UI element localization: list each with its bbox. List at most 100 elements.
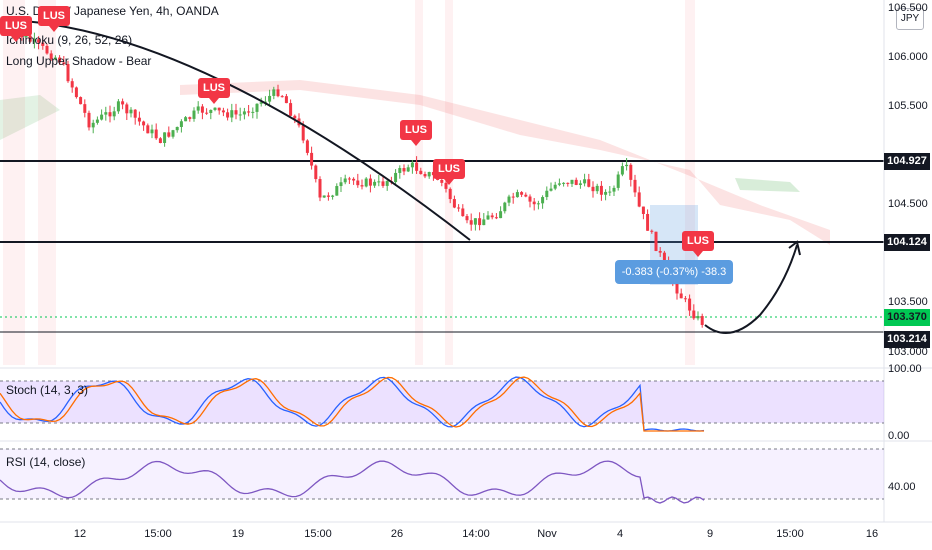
time-axis-label: 26 bbox=[390, 528, 404, 540]
time-axis-label: 19 bbox=[231, 528, 245, 540]
candle-body bbox=[612, 187, 616, 192]
candle-body bbox=[641, 206, 645, 214]
pattern-badge[interactable]: LUS bbox=[38, 6, 70, 32]
price-axis-label: 104.500 bbox=[888, 198, 928, 210]
candle-body bbox=[62, 62, 66, 65]
candle-body bbox=[125, 104, 129, 114]
candle-body bbox=[100, 114, 104, 120]
candle-body bbox=[650, 230, 654, 232]
candle-body bbox=[528, 196, 532, 202]
candle-body bbox=[331, 195, 335, 197]
candle-body bbox=[578, 183, 582, 185]
stoch-legend[interactable]: Stoch (14, 3, 3) bbox=[6, 383, 89, 397]
candle-body bbox=[121, 101, 125, 105]
candle-body bbox=[272, 89, 276, 96]
candle-body bbox=[658, 250, 662, 253]
candle-body bbox=[205, 112, 209, 114]
candle-body bbox=[70, 81, 74, 88]
candle-body bbox=[557, 183, 561, 185]
candle-body bbox=[662, 252, 666, 260]
pattern-badge[interactable]: LUS bbox=[682, 231, 714, 257]
candle-body bbox=[461, 208, 465, 217]
time-axis-label: 9 bbox=[706, 528, 714, 540]
support-price-tag: 104.124 bbox=[884, 234, 930, 251]
candle-body bbox=[58, 57, 62, 63]
candle-body bbox=[167, 132, 171, 137]
time-axis-label: 14:00 bbox=[462, 528, 490, 540]
stoch-axis-label: 0.00 bbox=[888, 430, 910, 442]
currency-button[interactable]: JPY bbox=[896, 8, 924, 30]
candle-body bbox=[440, 179, 444, 183]
candle-body bbox=[700, 316, 704, 325]
candle-body bbox=[629, 164, 633, 180]
candle-body bbox=[503, 202, 507, 212]
candle-body bbox=[293, 115, 297, 119]
candle-body bbox=[79, 97, 83, 105]
time-axis-label: 15:00 bbox=[144, 528, 172, 540]
rsi-axis-label: 40.00 bbox=[888, 481, 916, 493]
candle-body bbox=[137, 117, 141, 122]
candle-body bbox=[465, 216, 469, 221]
candle-body bbox=[213, 107, 217, 110]
candle-body bbox=[217, 107, 221, 111]
candle-body bbox=[679, 293, 683, 299]
rsi-line bbox=[0, 460, 705, 504]
candle-body bbox=[419, 170, 423, 175]
candle-body bbox=[683, 298, 687, 300]
ichimoku-legend[interactable]: Ichimoku (9, 26, 52, 26) bbox=[6, 33, 133, 47]
candle-body bbox=[95, 119, 99, 123]
candle-body bbox=[188, 117, 192, 119]
candle-body bbox=[301, 125, 305, 141]
candle-body bbox=[511, 196, 515, 198]
low-price-tag: 103.214 bbox=[884, 331, 930, 348]
candle-body bbox=[553, 184, 557, 189]
candle-body bbox=[305, 140, 309, 153]
candle-body bbox=[398, 168, 402, 173]
candle-body bbox=[385, 181, 389, 186]
candle-body bbox=[347, 178, 351, 180]
candle-body bbox=[150, 129, 154, 134]
candle-body bbox=[196, 106, 200, 111]
candle-body bbox=[520, 192, 524, 195]
candle-body bbox=[251, 111, 255, 113]
candle-body bbox=[343, 178, 347, 183]
candle-body bbox=[326, 195, 330, 197]
candle-body bbox=[381, 181, 385, 186]
candle-body bbox=[448, 188, 452, 200]
candle-body bbox=[406, 167, 410, 172]
candle-body bbox=[373, 181, 377, 186]
candle-body bbox=[171, 130, 175, 137]
candle-body bbox=[675, 281, 679, 294]
candle-body bbox=[394, 172, 398, 183]
pattern-badge[interactable]: LUS bbox=[433, 159, 465, 185]
pattern-legend[interactable]: Long Upper Shadow - Bear bbox=[6, 54, 152, 68]
price-axis-label: 103.000 bbox=[888, 346, 928, 358]
candle-body bbox=[654, 231, 658, 251]
candle-body bbox=[368, 178, 372, 186]
pattern-badge[interactable]: LUS bbox=[198, 78, 230, 104]
candle-body bbox=[112, 111, 116, 117]
candle-body bbox=[221, 110, 225, 113]
candle-body bbox=[625, 164, 629, 167]
stoch-band bbox=[0, 381, 884, 423]
candle-body bbox=[158, 138, 162, 144]
candle-body bbox=[490, 215, 494, 218]
candle-body bbox=[74, 87, 78, 98]
candle-body bbox=[192, 110, 196, 119]
candle-body bbox=[356, 180, 360, 186]
projection-curve[interactable] bbox=[704, 244, 798, 334]
candle-body bbox=[133, 109, 137, 118]
rsi-legend[interactable]: RSI (14, close) bbox=[6, 455, 86, 469]
candle-body bbox=[570, 179, 574, 184]
pattern-badge[interactable]: LUS bbox=[400, 120, 432, 146]
time-axis-label: 12 bbox=[73, 528, 87, 540]
ichimoku-cloud bbox=[0, 80, 830, 245]
candle-body bbox=[234, 110, 238, 115]
candle-body bbox=[620, 166, 624, 175]
candle-body bbox=[583, 179, 587, 184]
candle-body bbox=[45, 45, 49, 54]
candle-body bbox=[276, 89, 280, 97]
candle-body bbox=[238, 114, 242, 116]
pattern-badge[interactable]: LUS bbox=[0, 16, 32, 42]
